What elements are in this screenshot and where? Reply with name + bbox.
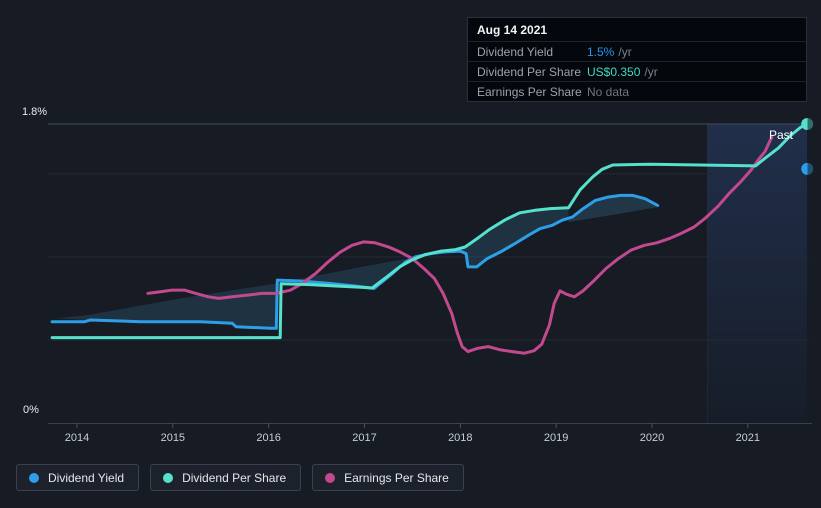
legend-item-dividend-yield[interactable]: Dividend Yield (16, 464, 140, 491)
x-tick-label: 2015 (161, 432, 185, 444)
y-axis-max-label: 1.8% (22, 106, 48, 118)
tooltip-label: Dividend Yield (477, 44, 554, 59)
x-tick-label: 2019 (544, 432, 568, 444)
dividend-per-share-dot-icon (163, 472, 174, 483)
tooltip-unit: /yr (618, 44, 632, 59)
tooltip-unit: /yr (644, 64, 658, 79)
legend-label: Dividend Per Share (182, 470, 287, 485)
chart-legend: Dividend Yield Dividend Per Share Earnin… (16, 464, 464, 491)
past-period-band (707, 124, 807, 423)
x-tick-label: 2014 (65, 432, 89, 444)
x-tick-label: 2017 (352, 432, 376, 444)
earnings-per-share-dot-icon (325, 472, 336, 483)
tooltip-row-earnings-per-share: Earnings Per Share No data (468, 82, 806, 101)
legend-item-dividend-per-share[interactable]: Dividend Per Share (150, 464, 302, 491)
past-label: Past (769, 128, 794, 142)
yield-shaded-area (568, 195, 658, 222)
legend-label: Earnings Per Share (344, 470, 449, 485)
tooltip-label: Dividend Per Share (477, 64, 582, 79)
x-tick-label: 2021 (736, 432, 760, 444)
tooltip-date: Aug 14 2021 (468, 18, 806, 42)
tooltip-value: US$0.350 (587, 64, 641, 79)
legend-label: Dividend Yield (48, 470, 125, 485)
series-line-dividend-per-share (50, 122, 809, 340)
series-line-earnings-per-share (146, 135, 774, 355)
cursor-clip-overlay (807, 104, 821, 428)
x-tick-label: 2018 (448, 432, 472, 444)
legend-item-earnings-per-share[interactable]: Earnings Per Share (312, 464, 464, 491)
yield-shaded-area (55, 208, 569, 329)
tooltip-value: No data (587, 84, 630, 99)
tooltip-row-dividend-per-share: Dividend Per Share US$0.350 /yr (468, 62, 806, 82)
dividend-yield-dot-icon (29, 472, 39, 483)
y-axis-min-label: 0% (23, 404, 39, 416)
tooltip-label: Earnings Per Share (477, 84, 582, 99)
x-tick-label: 2020 (640, 432, 664, 444)
chart-tooltip: Aug 14 2021 Dividend Yield 1.5% /yr Divi… (467, 17, 807, 102)
tooltip-row-dividend-yield: Dividend Yield 1.5% /yr (468, 42, 806, 62)
x-tick-label: 2016 (256, 432, 280, 444)
series-line-dividend-yield (50, 193, 660, 330)
tooltip-value: 1.5% (587, 44, 615, 59)
